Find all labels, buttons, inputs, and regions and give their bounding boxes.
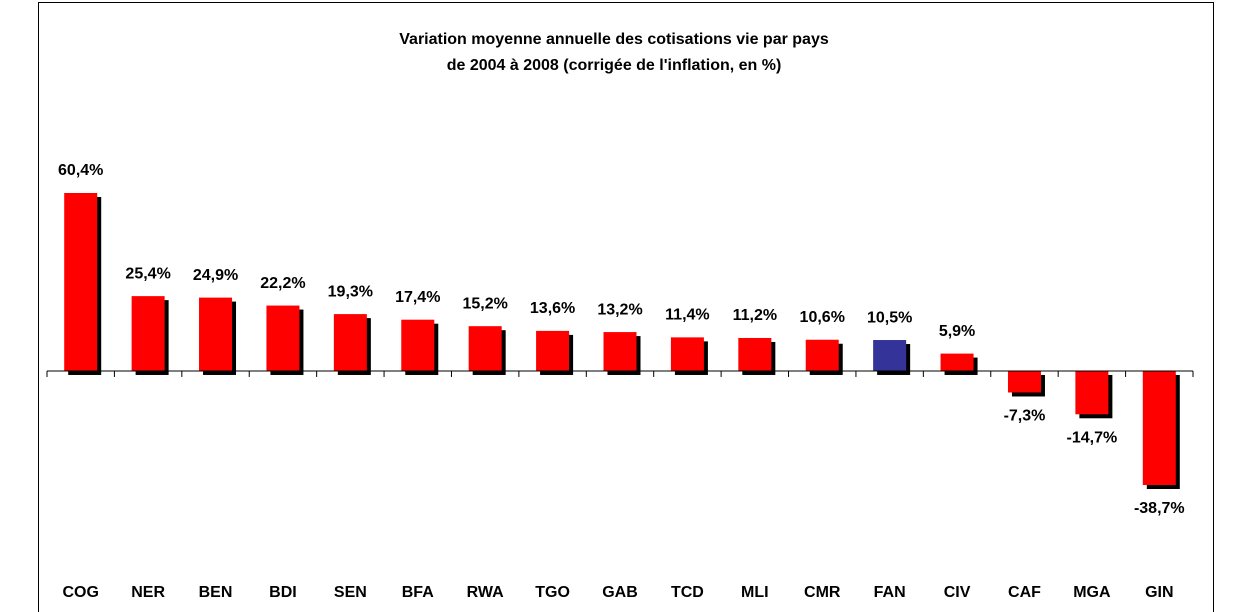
- value-label: 22,2%: [260, 275, 305, 292]
- value-label: 10,5%: [867, 309, 912, 326]
- x-tick-label: MLI: [741, 584, 769, 601]
- value-label: 10,6%: [800, 309, 845, 326]
- x-tick-label: BEN: [199, 584, 233, 601]
- bar: [805, 339, 839, 371]
- bar: [670, 337, 704, 371]
- x-tick-label: CMR: [804, 584, 841, 601]
- bar: [266, 305, 300, 371]
- bar: [1007, 370, 1041, 393]
- value-label: 11,4%: [665, 307, 709, 324]
- bar: [64, 193, 98, 371]
- value-label: 13,6%: [530, 300, 575, 317]
- x-tick-label: CIV: [944, 584, 971, 601]
- bar: [199, 297, 233, 371]
- x-tick-label: GAB: [602, 584, 638, 601]
- value-label: 15,2%: [462, 295, 507, 312]
- value-label: 25,4%: [125, 265, 170, 282]
- bar: [1075, 370, 1109, 415]
- x-tick-label: MGA: [1073, 584, 1111, 601]
- value-label: 17,4%: [395, 289, 440, 306]
- bar: [1142, 370, 1176, 485]
- bar: [401, 319, 435, 371]
- value-label: 19,3%: [328, 283, 373, 300]
- bar: [131, 296, 165, 371]
- value-label: -38,7%: [1134, 500, 1185, 517]
- x-tick-label: FAN: [874, 584, 906, 601]
- x-tick-label: RWA: [467, 584, 504, 601]
- x-tick-label: COG: [62, 584, 98, 601]
- value-label: 5,9%: [939, 323, 975, 340]
- value-label: 13,2%: [597, 301, 642, 318]
- bar: [468, 326, 502, 371]
- bar: [940, 353, 974, 371]
- x-tick-label: CAF: [1008, 584, 1041, 601]
- bar: [873, 340, 907, 371]
- x-tick-label: TCD: [671, 584, 704, 601]
- x-tick-label: NER: [131, 584, 165, 601]
- x-tick-label: TGO: [535, 584, 570, 601]
- bar: [738, 337, 772, 371]
- value-label: -7,3%: [1004, 408, 1046, 425]
- x-tick-label: BDI: [269, 584, 297, 601]
- x-tick-label: GIN: [1145, 584, 1173, 601]
- value-label: 60,4%: [58, 162, 103, 179]
- chart-title: Variation moyenne annuelle des cotisatio…: [399, 31, 829, 48]
- x-tick-label: BFA: [402, 584, 434, 601]
- value-label: -14,7%: [1067, 430, 1118, 447]
- bar: [536, 330, 570, 371]
- chart-title: de 2004 à 2008 (corrigée de l'inflation,…: [447, 57, 782, 74]
- value-label: 24,9%: [193, 267, 238, 284]
- x-tick-label: SEN: [334, 584, 367, 601]
- value-label: 11,2%: [733, 307, 777, 324]
- bar: [333, 314, 367, 371]
- bar: [603, 332, 637, 371]
